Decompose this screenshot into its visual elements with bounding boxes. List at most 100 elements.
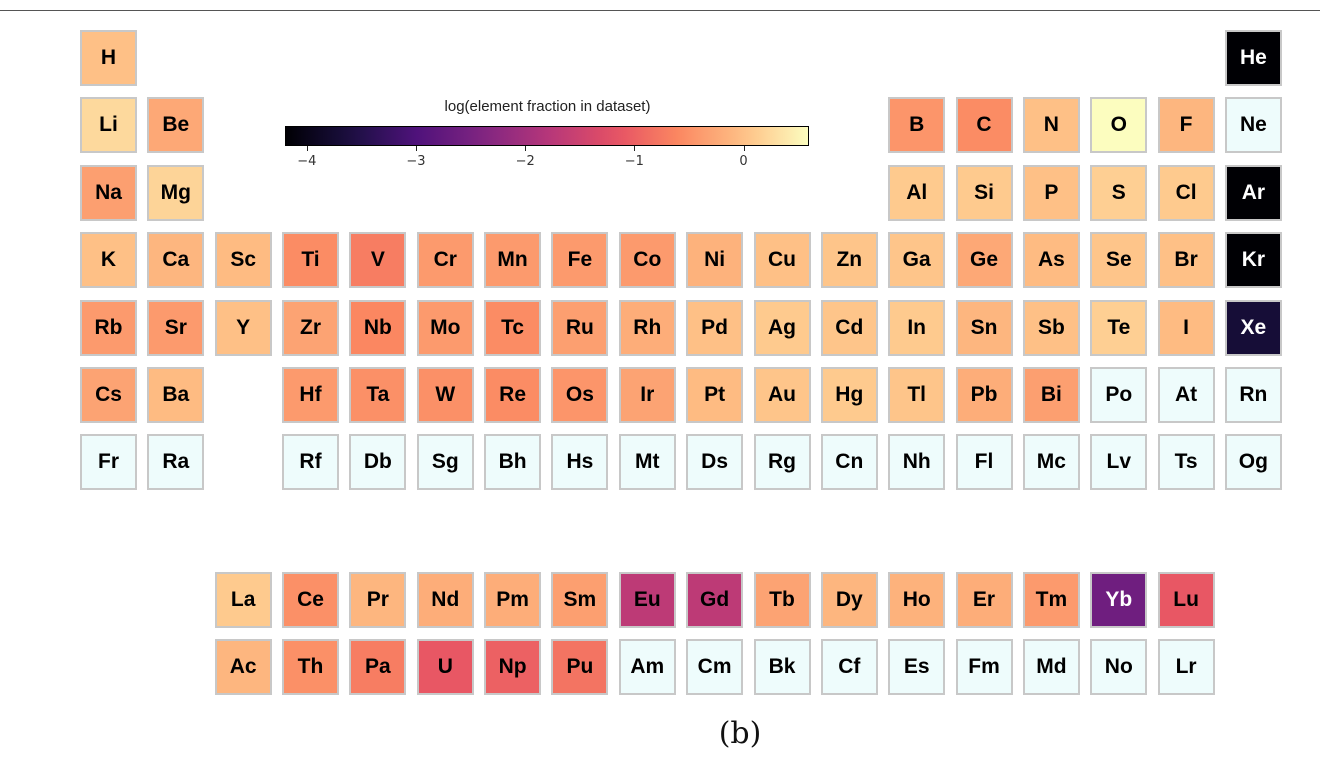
element-cell-si: Si: [955, 164, 1013, 221]
element-cell-ts: Ts: [1157, 434, 1215, 491]
element-cell-es: Es: [888, 639, 946, 696]
caption-label: (b): [718, 716, 762, 751]
element-cell-sg: Sg: [416, 434, 474, 491]
element-cell-pr: Pr: [349, 572, 407, 628]
element-cell-ba: Ba: [147, 367, 205, 423]
element-cell-cd: Cd: [820, 299, 878, 356]
element-cell-ge: Ge: [955, 232, 1013, 289]
colorbar-gradient: [285, 126, 809, 146]
element-cell-s: S: [1090, 164, 1148, 221]
element-cell-md: Md: [1022, 639, 1080, 696]
element-cell-np: Np: [484, 639, 542, 696]
element-cell-fm: Fm: [955, 639, 1013, 696]
element-cell-mc: Mc: [1022, 434, 1080, 491]
element-cell-li: Li: [80, 97, 137, 154]
colorbar-tick-label: −2: [515, 154, 535, 169]
colorbar-tick-mark: [416, 146, 417, 151]
element-cell-ca: Ca: [147, 232, 205, 289]
element-cell-cn: Cn: [820, 434, 878, 491]
element-cell-zn: Zn: [820, 232, 878, 289]
element-cell-cu: Cu: [753, 232, 811, 289]
element-cell-am: Am: [618, 639, 676, 696]
element-cell-fe: Fe: [551, 232, 609, 289]
colorbar-tick-label: 0: [739, 154, 748, 169]
element-cell-mn: Mn: [484, 232, 542, 289]
element-cell-cr: Cr: [416, 232, 474, 289]
element-cell-he: He: [1224, 30, 1282, 86]
element-cell-pt: Pt: [686, 367, 744, 423]
element-cell-u: U: [416, 639, 474, 696]
element-cell-tb: Tb: [753, 572, 811, 628]
element-cell-fl: Fl: [955, 434, 1013, 491]
colorbar: log(element fraction in dataset) −4 −3 −2 −…: [285, 98, 810, 178]
element-cell-f: F: [1157, 97, 1215, 154]
element-cell-mg: Mg: [147, 164, 205, 221]
element-cell-ds: Ds: [686, 434, 744, 491]
element-cell-ag: Ag: [753, 299, 811, 356]
element-cell-o: O: [1090, 97, 1148, 154]
element-cell-dy: Dy: [820, 572, 878, 628]
element-cell-as: As: [1022, 232, 1080, 289]
colorbar-title: log(element fraction in dataset): [444, 98, 651, 115]
element-cell-po: Po: [1090, 367, 1148, 423]
element-cell-th: Th: [282, 639, 339, 696]
element-cell-og: Og: [1224, 434, 1282, 491]
element-cell-sr: Sr: [147, 299, 205, 356]
element-cell-ce: Ce: [282, 572, 339, 628]
element-cell-w: W: [416, 367, 474, 423]
element-cell-au: Au: [753, 367, 811, 423]
element-cell-tc: Tc: [484, 299, 542, 356]
colorbar-tick-label: −4: [297, 154, 317, 169]
element-cell-k: K: [80, 232, 137, 289]
element-cell-ac: Ac: [214, 639, 272, 696]
element-cell-db: Db: [349, 434, 407, 491]
element-cell-mt: Mt: [618, 434, 676, 491]
element-cell-er: Er: [955, 572, 1013, 628]
element-cell-hg: Hg: [820, 367, 878, 423]
element-cell-tm: Tm: [1022, 572, 1080, 628]
colorbar-tick-label: −3: [406, 154, 426, 169]
element-cell-at: At: [1157, 367, 1215, 423]
element-cell-pd: Pd: [686, 299, 744, 356]
element-cell-be: Be: [147, 97, 205, 154]
element-cell-ni: Ni: [686, 232, 744, 289]
element-cell-lv: Lv: [1090, 434, 1148, 491]
element-cell-te: Te: [1090, 299, 1148, 356]
element-cell-pa: Pa: [349, 639, 407, 696]
element-cell-y: Y: [214, 299, 272, 356]
element-cell-i: I: [1157, 299, 1215, 356]
colorbar-tick-mark: [306, 146, 308, 151]
element-cell-rn: Rn: [1224, 367, 1282, 423]
element-cell-n: N: [1022, 97, 1080, 154]
element-cell-ho: Ho: [888, 572, 946, 628]
element-cell-ne: Ne: [1224, 97, 1282, 154]
element-cell-p: P: [1022, 164, 1080, 221]
element-cell-fr: Fr: [80, 434, 137, 491]
element-cell-co: Co: [618, 232, 676, 289]
element-cell-ar: Ar: [1224, 164, 1282, 221]
element-cell-se: Se: [1090, 232, 1148, 289]
colorbar-tick-label: −1: [624, 154, 644, 169]
element-cell-ru: Ru: [551, 299, 609, 356]
element-cell-nd: Nd: [416, 572, 474, 628]
element-cell-no: No: [1090, 639, 1148, 696]
element-cell-re: Re: [484, 367, 542, 423]
element-cell-sb: Sb: [1022, 299, 1080, 356]
element-cell-sm: Sm: [551, 572, 609, 628]
element-cell-cs: Cs: [80, 367, 137, 423]
element-cell-hf: Hf: [282, 367, 339, 423]
element-cell-pu: Pu: [551, 639, 609, 696]
element-cell-v: V: [349, 232, 407, 289]
element-cell-la: La: [214, 572, 272, 628]
element-cell-lu: Lu: [1157, 572, 1215, 628]
element-cell-cl: Cl: [1157, 164, 1215, 221]
element-cell-cm: Cm: [686, 639, 744, 696]
element-cell-b: B: [888, 97, 946, 154]
element-cell-in: In: [888, 299, 946, 356]
element-cell-os: Os: [551, 367, 609, 423]
element-cell-tl: Tl: [888, 367, 946, 423]
element-cell-zr: Zr: [282, 299, 339, 356]
top-rule: [0, 10, 1320, 11]
element-cell-cf: Cf: [820, 639, 878, 696]
